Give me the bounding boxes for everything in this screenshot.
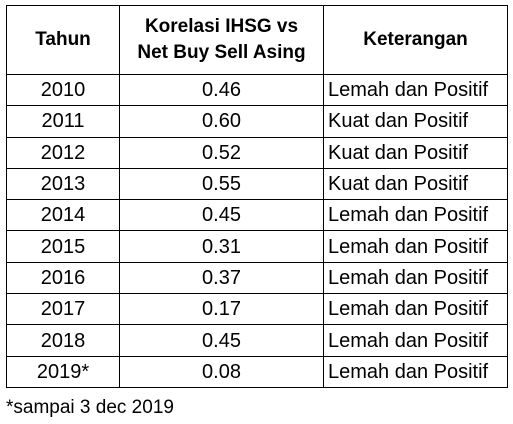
table-header: Tahun Korelasi IHSG vs Net Buy Sell Asin… [6,5,508,75]
cell-description: Lemah dan Positif [323,261,508,295]
cell-description: Lemah dan Positif [323,73,508,107]
table-row: 2017 0.17 Lemah dan Positif [6,293,508,326]
cell-description: Lemah dan Positif [323,355,508,388]
cell-correlation: 0.31 [119,230,324,263]
cell-year: 2018 [6,324,120,357]
correlation-table-container: Tahun Korelasi IHSG vs Net Buy Sell Asin… [6,5,508,388]
footnote: *sampai 3 dec 2019 [6,397,174,418]
header-row: Tahun Korelasi IHSG vs Net Buy Sell Asin… [6,5,508,75]
header-correlation: Korelasi IHSG vs Net Buy Sell Asing [119,5,324,75]
cell-correlation: 0.45 [119,324,324,357]
cell-year: 2015 [6,230,120,263]
cell-description: Lemah dan Positif [323,199,508,232]
cell-year: 2017 [6,293,120,326]
table-row: 2010 0.46 Lemah dan Positif [6,73,508,107]
cell-year: 2019* [6,355,120,388]
table-row: 2011 0.60 Kuat dan Positif [6,105,508,138]
cell-year: 2010 [6,73,120,107]
cell-year: 2011 [6,105,120,138]
cell-correlation: 0.52 [119,136,324,169]
cell-description: Kuat dan Positif [323,105,508,138]
correlation-table: Tahun Korelasi IHSG vs Net Buy Sell Asin… [6,5,508,388]
cell-year: 2016 [6,261,120,295]
cell-description: Kuat dan Positif [323,167,508,201]
table-row: 2015 0.31 Lemah dan Positif [6,230,508,263]
table-row: 2012 0.52 Kuat dan Positif [6,136,508,169]
table-row: 2016 0.37 Lemah dan Positif [6,261,508,295]
cell-description: Lemah dan Positif [323,293,508,326]
table-row: 2019* 0.08 Lemah dan Positif [6,355,508,388]
header-correlation-line1: Korelasi IHSG vs [144,16,299,37]
table-body: 2010 0.46 Lemah dan Positif 2011 0.60 Ku… [6,73,508,388]
cell-correlation: 0.17 [119,293,324,326]
cell-description: Lemah dan Positif [323,230,508,263]
cell-year: 2012 [6,136,120,169]
cell-correlation: 0.37 [119,261,324,295]
cell-year: 2013 [6,167,120,201]
table-row: 2014 0.45 Lemah dan Positif [6,199,508,232]
cell-correlation: 0.55 [119,167,324,201]
table-row: 2013 0.55 Kuat dan Positif [6,167,508,201]
cell-correlation: 0.45 [119,199,324,232]
cell-year: 2014 [6,199,120,232]
cell-description: Kuat dan Positif [323,136,508,169]
header-year: Tahun [6,5,120,75]
cell-description: Lemah dan Positif [323,324,508,357]
header-description: Keterangan [323,5,508,75]
header-correlation-line2: Net Buy Sell Asing [137,42,306,63]
cell-correlation: 0.46 [119,73,324,107]
cell-correlation: 0.08 [119,355,324,388]
table-row: 2018 0.45 Lemah dan Positif [6,324,508,357]
cell-correlation: 0.60 [119,105,324,138]
